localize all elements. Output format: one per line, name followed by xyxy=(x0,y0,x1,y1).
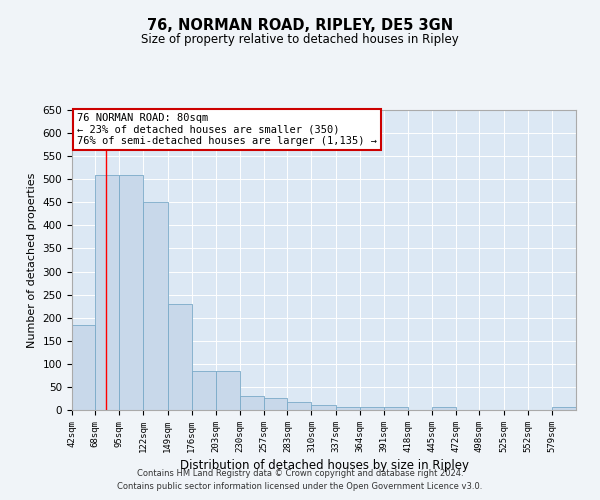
Text: Contains HM Land Registry data © Crown copyright and database right 2024.: Contains HM Land Registry data © Crown c… xyxy=(137,468,463,477)
Bar xyxy=(95,174,119,410)
Bar xyxy=(216,371,240,410)
Bar xyxy=(384,407,408,410)
Text: 76 NORMAN ROAD: 80sqm
← 23% of detached houses are smaller (350)
76% of semi-det: 76 NORMAN ROAD: 80sqm ← 23% of detached … xyxy=(77,113,377,146)
Bar xyxy=(264,398,287,410)
Y-axis label: Number of detached properties: Number of detached properties xyxy=(27,172,37,348)
Bar xyxy=(552,407,576,410)
Bar xyxy=(311,406,335,410)
Bar xyxy=(119,174,143,410)
Bar xyxy=(287,402,311,410)
Bar xyxy=(72,324,95,410)
Bar xyxy=(192,371,216,410)
Bar xyxy=(432,407,456,410)
Text: Size of property relative to detached houses in Ripley: Size of property relative to detached ho… xyxy=(141,32,459,46)
Bar xyxy=(143,202,167,410)
X-axis label: Distribution of detached houses by size in Ripley: Distribution of detached houses by size … xyxy=(179,459,469,472)
Bar xyxy=(335,407,360,410)
Bar xyxy=(240,396,264,410)
Text: 76, NORMAN ROAD, RIPLEY, DE5 3GN: 76, NORMAN ROAD, RIPLEY, DE5 3GN xyxy=(147,18,453,32)
Bar xyxy=(167,304,192,410)
Text: Contains public sector information licensed under the Open Government Licence v3: Contains public sector information licen… xyxy=(118,482,482,491)
Bar xyxy=(360,407,384,410)
